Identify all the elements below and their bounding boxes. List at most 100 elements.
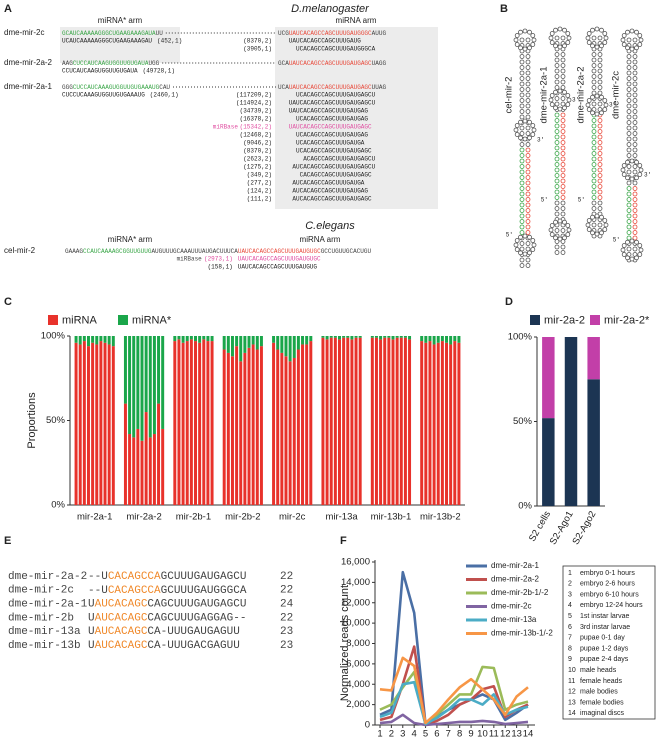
bar-segment — [403, 337, 407, 505]
nucleotide — [597, 68, 603, 74]
star-head: AAG — [62, 60, 73, 67]
stage-name: pupae 1-2 days — [580, 645, 629, 652]
legend-label: mir-2a-2* — [604, 314, 650, 326]
bar-segment — [194, 341, 197, 505]
nucleotide — [620, 37, 626, 43]
nucleotide — [519, 109, 525, 114]
nucleotide — [525, 153, 531, 158]
nucleotide — [626, 81, 632, 87]
length: 22 — [280, 571, 293, 583]
nucleotide — [513, 37, 519, 43]
nucleotide — [554, 129, 560, 134]
nucleotide — [591, 101, 597, 107]
nucleotide — [554, 96, 560, 101]
nucleotide — [562, 89, 567, 95]
read-count: (9046,2) — [243, 140, 272, 147]
nucleotide — [525, 213, 531, 219]
bar-segment — [247, 347, 251, 505]
nucleotide — [560, 167, 566, 173]
bar-segment — [408, 339, 412, 505]
nucleotide — [530, 132, 536, 137]
nucleotide — [519, 202, 525, 208]
nucleotide — [591, 134, 597, 140]
stage-name: 3rd instar larvae — [580, 624, 630, 631]
nucleotide — [626, 230, 632, 235]
nucleotide — [597, 79, 603, 85]
bar-segment — [445, 342, 449, 505]
bar-segment — [185, 336, 189, 342]
nucleotide — [554, 195, 560, 200]
lead: --U — [88, 585, 108, 597]
nucleotide — [597, 134, 603, 140]
nucleotide — [554, 228, 560, 233]
nucleotide — [599, 110, 604, 116]
nucleotide — [518, 234, 523, 240]
nucleotide — [557, 44, 563, 50]
read-seq: AUCACAGCCAGCUUUGAUGAG — [292, 188, 368, 195]
x-tick-label: mir-2b-1 — [176, 512, 211, 523]
bar-segment — [91, 336, 95, 343]
tail: CAGCUUUGAUGAGCU — [147, 599, 246, 611]
alignment: --UCACAGCCAGCUUUGAUGAGCU — [88, 571, 246, 583]
nucleotide — [525, 81, 531, 87]
star-side: AAGCUCCAUCAAGUGGUUGUGAUAUGG — [62, 60, 160, 67]
bar-segment — [453, 341, 457, 505]
nucleotide — [632, 191, 638, 197]
read-seq: CCUCAUCAAGUGGUUGUGAUA — [62, 68, 138, 75]
nucleotide — [591, 129, 597, 134]
nucleotide — [597, 200, 603, 206]
read-seq: UAUCACAGCCAGCUUUGAUGAGCU — [289, 100, 376, 107]
read-count: (114924,2) — [236, 100, 272, 107]
nucleotide — [560, 112, 566, 118]
y-tick-label: 4,000 — [346, 679, 370, 690]
nucleotide — [514, 123, 520, 128]
nucleotide — [525, 180, 531, 186]
nucleotide — [632, 76, 638, 81]
nucleotide — [560, 250, 566, 255]
nucleotide — [591, 74, 597, 79]
nucleotide — [514, 33, 520, 38]
nucleotide — [591, 151, 597, 156]
nucleotide — [554, 112, 560, 118]
bar-segment — [420, 341, 424, 505]
bar-segment — [177, 336, 181, 340]
nucleotide — [518, 45, 523, 51]
tail: GCUUUGAUGGGCA — [161, 585, 247, 597]
bar-segment — [251, 336, 255, 345]
nucleotide — [603, 222, 609, 228]
mirna-name: dme-mir-13a — [8, 626, 81, 638]
mirna: UAUCACAGCCAGCUUUGAUGAGC — [289, 60, 372, 67]
bar-segment — [395, 337, 399, 505]
nucleotide — [626, 76, 632, 81]
alignment: --UCACAGCCAGCUUUGAUGGGCA — [88, 585, 247, 597]
nucleotide — [632, 230, 638, 235]
bar-segment — [78, 344, 82, 505]
lead: U — [88, 599, 95, 611]
bar-segment — [428, 336, 432, 342]
bar-segment — [226, 352, 230, 505]
nucleotide — [560, 63, 566, 68]
read-count: (49728,1) — [143, 68, 175, 75]
seed: CACAGCCA — [108, 571, 161, 583]
x-tick-label: 4 — [412, 729, 417, 740]
nucleotide — [560, 134, 566, 140]
nucleotide — [626, 213, 632, 219]
nucleotide — [519, 131, 525, 136]
bar-segment — [587, 379, 600, 506]
read-count: (117209,2) — [236, 92, 272, 99]
star: CUCCAUCAAGUGGUUGUGAUA — [73, 60, 149, 67]
nucleotide — [591, 90, 597, 96]
bar-segment — [309, 336, 313, 342]
nucleotide — [553, 105, 558, 111]
nucleotide — [525, 169, 531, 175]
panel-label: C — [4, 296, 12, 308]
nucleotide — [525, 175, 531, 180]
mirna-side: UCAUAUCACAGCCAGCUUUGAUGAGCUUAG — [278, 84, 386, 91]
nucleotide — [626, 87, 632, 92]
stage-name: female heads — [580, 678, 623, 685]
nucleotide — [519, 98, 525, 103]
bar-segment — [338, 339, 341, 505]
bar-segment — [432, 344, 436, 505]
nucleotide — [594, 213, 600, 219]
length: 23 — [280, 640, 293, 652]
